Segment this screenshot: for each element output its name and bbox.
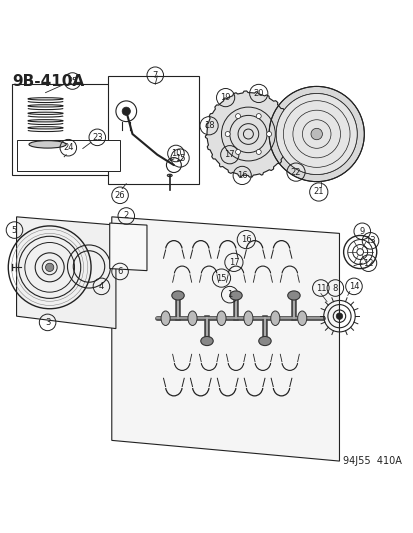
- Text: 18: 18: [203, 121, 214, 130]
- Circle shape: [45, 263, 54, 271]
- Ellipse shape: [171, 291, 184, 300]
- Circle shape: [292, 110, 340, 158]
- Text: 14: 14: [348, 282, 358, 291]
- Circle shape: [235, 149, 240, 155]
- Ellipse shape: [243, 311, 252, 326]
- Ellipse shape: [229, 291, 242, 300]
- Circle shape: [256, 114, 261, 118]
- Polygon shape: [112, 217, 339, 461]
- Text: 20: 20: [253, 89, 263, 98]
- Ellipse shape: [270, 311, 279, 326]
- Text: 2: 2: [123, 212, 128, 221]
- Polygon shape: [205, 91, 291, 177]
- Circle shape: [266, 132, 271, 136]
- Text: 3: 3: [45, 318, 50, 327]
- FancyBboxPatch shape: [107, 76, 198, 184]
- Circle shape: [282, 101, 349, 167]
- Text: 4: 4: [99, 282, 104, 291]
- Text: 5: 5: [12, 225, 17, 235]
- Text: 22: 22: [290, 167, 301, 176]
- Circle shape: [256, 149, 261, 155]
- Circle shape: [235, 114, 240, 118]
- Text: 13: 13: [364, 236, 375, 245]
- Text: 23: 23: [92, 133, 102, 142]
- Ellipse shape: [188, 311, 197, 326]
- Text: 26: 26: [114, 191, 125, 200]
- Ellipse shape: [216, 311, 225, 326]
- Text: 17: 17: [228, 258, 239, 267]
- Ellipse shape: [161, 311, 170, 326]
- Text: 9B-410A: 9B-410A: [12, 74, 84, 89]
- FancyBboxPatch shape: [12, 84, 124, 175]
- Text: 12: 12: [362, 259, 373, 268]
- Circle shape: [275, 94, 356, 174]
- Text: 9: 9: [359, 227, 364, 236]
- Ellipse shape: [200, 336, 213, 345]
- Text: 11: 11: [315, 284, 325, 293]
- Text: 24: 24: [63, 143, 74, 152]
- Text: 94J55  410A: 94J55 410A: [342, 456, 401, 466]
- Polygon shape: [109, 223, 147, 271]
- Ellipse shape: [29, 141, 66, 148]
- Text: 25: 25: [67, 77, 78, 85]
- FancyBboxPatch shape: [69, 154, 88, 160]
- Text: 16: 16: [240, 235, 251, 244]
- FancyBboxPatch shape: [17, 140, 120, 171]
- Text: 16: 16: [236, 171, 247, 180]
- Circle shape: [335, 313, 342, 319]
- Text: 17: 17: [224, 150, 235, 159]
- FancyBboxPatch shape: [27, 142, 68, 171]
- Text: 15: 15: [216, 273, 226, 282]
- Text: 8: 8: [332, 284, 337, 293]
- Text: 19: 19: [220, 93, 230, 102]
- Circle shape: [122, 107, 130, 115]
- Circle shape: [301, 120, 330, 148]
- Circle shape: [310, 128, 322, 140]
- Polygon shape: [17, 217, 116, 329]
- Text: 15: 15: [174, 154, 185, 163]
- Ellipse shape: [287, 291, 299, 300]
- Circle shape: [225, 132, 230, 136]
- Text: 10: 10: [170, 149, 181, 158]
- Text: 21: 21: [313, 188, 323, 197]
- Text: 6: 6: [117, 267, 122, 276]
- Ellipse shape: [297, 311, 306, 326]
- Text: 7: 7: [152, 71, 157, 80]
- Text: 1: 1: [227, 290, 232, 299]
- Ellipse shape: [167, 174, 172, 176]
- Circle shape: [268, 86, 363, 182]
- Ellipse shape: [258, 336, 271, 345]
